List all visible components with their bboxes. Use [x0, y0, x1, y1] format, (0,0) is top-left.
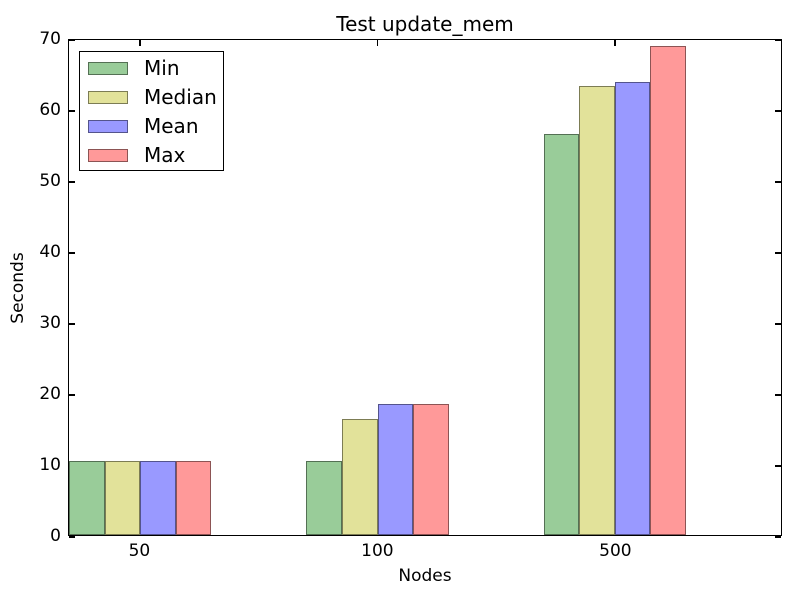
x-tick-label: 500 — [599, 541, 632, 561]
y-tick-mark-right — [775, 110, 781, 112]
bar-min-100 — [306, 461, 342, 535]
bar-median-100 — [341, 419, 378, 535]
legend-label-median: Median — [144, 85, 217, 109]
y-tick-mark-right — [775, 39, 781, 41]
y-tick-label: 20 — [39, 384, 61, 404]
plot-area: Min Median Mean Max — [68, 39, 782, 538]
y-tick-mark-right — [775, 465, 781, 467]
legend-swatch-median — [88, 91, 128, 104]
y-tick-mark-left — [69, 39, 75, 41]
legend-row: Min — [80, 56, 223, 91]
bar-max-100 — [413, 404, 449, 535]
legend-row: Max — [80, 143, 223, 178]
y-tick-mark-left — [69, 536, 75, 538]
y-tick-mark-left — [69, 394, 75, 396]
y-tick-label: 70 — [39, 29, 61, 49]
y-tick-label: 0 — [50, 526, 61, 546]
x-tick-mark-top — [614, 40, 616, 46]
y-tick-label: 50 — [39, 171, 61, 191]
y-tick-mark-right — [775, 252, 781, 254]
legend-row: Mean — [80, 114, 223, 149]
y-tick-label: 30 — [39, 313, 61, 333]
legend-label-min: Min — [144, 56, 180, 80]
y-tick-mark-left — [69, 181, 75, 183]
bar-min-50 — [69, 461, 105, 535]
legend-swatch-max — [88, 149, 128, 162]
x-tick-mark-top — [376, 40, 379, 46]
legend-swatch-mean — [88, 120, 128, 133]
legend-label-max: Max — [144, 143, 186, 167]
y-tick-mark-right — [775, 181, 781, 183]
bar-max-500 — [650, 46, 687, 535]
y-tick-label: 60 — [39, 100, 61, 120]
y-tick-mark-left — [69, 323, 75, 325]
legend-row: Median — [80, 85, 223, 120]
bar-median-50 — [104, 461, 141, 535]
bar-mean-500 — [614, 82, 651, 535]
y-tick-mark-right — [775, 536, 781, 538]
x-tick-mark-top — [139, 40, 141, 46]
y-tick-label: 40 — [39, 242, 61, 262]
y-tick-mark-right — [775, 394, 781, 396]
bar-max-50 — [175, 461, 212, 535]
bar-mean-50 — [140, 461, 176, 535]
chart-title: Test update_mem — [336, 12, 514, 36]
bar-median-500 — [579, 85, 615, 535]
y-tick-mark-left — [69, 252, 75, 254]
legend-label-mean: Mean — [144, 114, 199, 138]
legend-swatch-min — [88, 62, 128, 75]
legend: Min Median Mean Max — [79, 51, 224, 171]
x-axis-label: Nodes — [398, 566, 452, 586]
bar-mean-100 — [377, 404, 414, 535]
x-tick-label: 100 — [361, 541, 394, 561]
x-tick-label: 50 — [128, 541, 151, 561]
y-tick-mark-right — [775, 323, 781, 325]
y-tick-label: 10 — [39, 455, 61, 475]
y-tick-mark-left — [69, 110, 75, 112]
bar-min-500 — [543, 134, 580, 535]
